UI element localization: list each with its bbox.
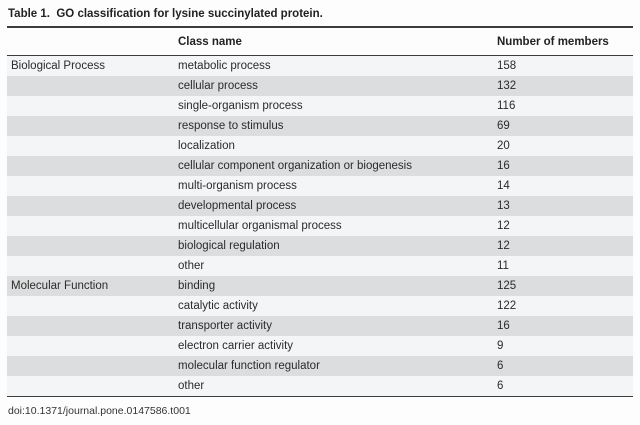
table-header-row: Class name Number of members — [7, 28, 633, 56]
members-cell: 6 — [497, 360, 504, 372]
class-name-cell: localization — [178, 140, 235, 152]
table-row: developmental process 13 — [7, 196, 633, 216]
table-row: other 11 — [7, 256, 633, 276]
class-name-cell: cellular process — [178, 80, 258, 92]
members-cell: 158 — [497, 60, 517, 72]
class-name-cell: response to stimulus — [178, 120, 284, 132]
title-divider — [7, 26, 633, 28]
category-cell — [7, 296, 178, 316]
members-cell: 9 — [497, 340, 504, 352]
members-cell: 12 — [497, 220, 510, 232]
column-header-class-name: Class name — [178, 35, 242, 48]
doi-text: doi:10.1371/journal.pone.0147586.t001 — [8, 405, 191, 417]
class-name-cell: developmental process — [178, 200, 297, 212]
class-name-cell: catalytic activity — [178, 300, 258, 312]
members-cell: 69 — [497, 120, 510, 132]
class-name-cell: multicellular organismal process — [178, 220, 342, 232]
category-cell — [7, 236, 178, 256]
class-name-cell: cellular component organization or bioge… — [178, 160, 412, 172]
category-cell — [7, 196, 178, 216]
members-cell: 16 — [497, 320, 510, 332]
go-classification-table: Class name Number of members Biological … — [7, 28, 633, 397]
table-row: molecular function regulator 6 — [7, 356, 633, 376]
table-row: other 6 — [7, 376, 633, 397]
members-cell: 12 — [497, 240, 510, 252]
table-row: multi-organism process 14 — [7, 176, 633, 196]
class-name-cell: single-organism process — [178, 100, 303, 112]
table-row: cellular process 132 — [7, 76, 633, 96]
category-cell — [7, 336, 178, 356]
category-cell — [7, 316, 178, 336]
members-cell: 132 — [497, 80, 517, 92]
class-name-cell: other — [178, 380, 205, 392]
table-body: Biological Process metabolic process 158… — [7, 55, 633, 397]
column-header-category — [7, 28, 178, 56]
members-cell: 14 — [497, 180, 510, 192]
category-cell — [7, 76, 178, 96]
members-cell: 20 — [497, 140, 510, 152]
class-name-cell: multi-organism process — [178, 180, 297, 192]
class-name-cell: binding — [178, 280, 216, 292]
column-header-members: Number of members — [497, 35, 609, 48]
table-row: transporter activity 16 — [7, 316, 633, 336]
category-cell — [7, 156, 178, 176]
members-cell: 122 — [497, 300, 517, 312]
members-cell: 125 — [497, 280, 517, 292]
members-cell: 116 — [497, 100, 516, 112]
table-row: electron carrier activity 9 — [7, 336, 633, 356]
category-cell — [7, 96, 178, 116]
category-cell — [7, 136, 178, 156]
table-row: Molecular Function binding 125 — [7, 276, 633, 296]
table-row: cellular component organization or bioge… — [7, 156, 633, 176]
category-cell — [7, 356, 178, 376]
category-cell — [7, 216, 178, 236]
members-cell: 16 — [497, 160, 510, 172]
category-cell — [7, 376, 178, 397]
class-name-cell: molecular function regulator — [178, 360, 320, 372]
table-row: Biological Process metabolic process 158 — [7, 55, 633, 76]
members-cell: 11 — [497, 260, 509, 272]
table-row: single-organism process 116 — [7, 96, 633, 116]
category-cell: Biological Process — [11, 60, 105, 72]
table-row: response to stimulus 69 — [7, 116, 633, 136]
class-name-cell: electron carrier activity — [178, 340, 294, 352]
category-cell: Molecular Function — [11, 280, 109, 292]
category-cell — [7, 116, 178, 136]
category-cell — [7, 176, 178, 196]
table-row: biological regulation 12 — [7, 236, 633, 256]
table-title: Table 1. GO classification for lysine su… — [8, 8, 323, 20]
class-name-cell: metabolic process — [178, 60, 271, 72]
class-name-cell: transporter activity — [178, 320, 272, 332]
table-row: catalytic activity 122 — [7, 296, 633, 316]
class-name-cell: biological regulation — [178, 240, 280, 252]
members-cell: 13 — [497, 200, 510, 212]
category-cell — [7, 256, 178, 276]
table-row: localization 20 — [7, 136, 633, 156]
class-name-cell: other — [178, 260, 205, 272]
members-cell: 6 — [497, 380, 504, 392]
table-row: multicellular organismal process 12 — [7, 216, 633, 236]
